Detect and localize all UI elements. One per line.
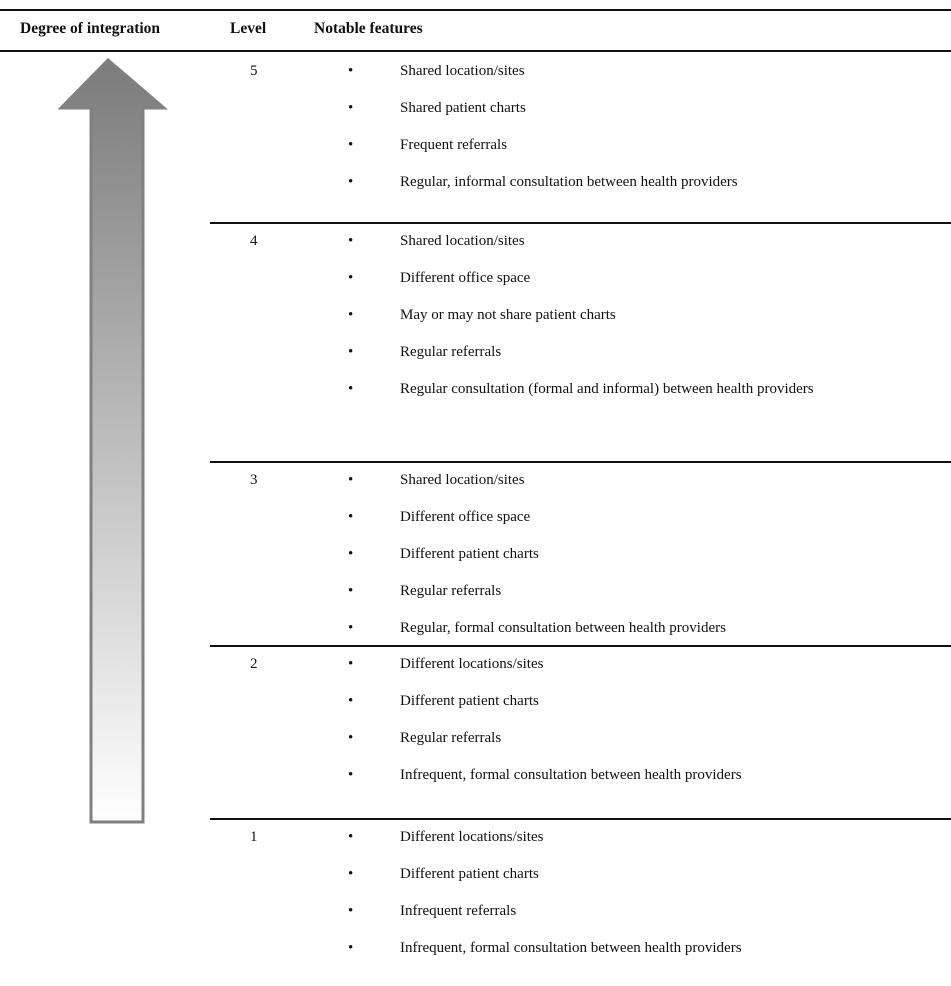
header-degree-of-integration: Degree of integration [20, 20, 161, 37]
feature-text: Regular, informal consultation between h… [400, 174, 738, 190]
bullet-icon: • [348, 381, 354, 397]
level-number: 4 [250, 233, 258, 249]
feature-text: Shared location/sites [400, 233, 525, 249]
feature-text: Shared location/sites [400, 472, 525, 488]
feature-text: Different locations/sites [400, 656, 544, 672]
feature-text: Different office space [400, 270, 531, 286]
level-number: 5 [250, 63, 258, 79]
feature-text: Different patient charts [400, 866, 539, 882]
bullet-icon: • [348, 174, 354, 190]
header-bottom-rule [0, 50, 951, 52]
feature-text: Regular, formal consultation between hea… [400, 620, 726, 636]
bullet-icon: • [348, 693, 354, 709]
level-divider-rule [210, 818, 951, 820]
level-divider-rule [210, 222, 951, 224]
feature-text: Regular consultation (formal and informa… [400, 381, 814, 397]
feature-text: Shared patient charts [400, 100, 526, 116]
bullet-icon: • [348, 866, 354, 882]
header-level: Level [230, 20, 267, 37]
bullet-icon: • [348, 730, 354, 746]
level-number: 3 [250, 472, 258, 488]
bullet-icon: • [348, 940, 354, 956]
bullet-icon: • [348, 307, 354, 323]
level-number: 1 [250, 829, 258, 845]
bullet-icon: • [348, 656, 354, 672]
bullet-icon: • [348, 903, 354, 919]
integration-arrow [57, 57, 169, 826]
feature-text: Different locations/sites [400, 829, 544, 845]
level-group-5: 5 • Shared location/sites • Shared patient c… [210, 52, 951, 220]
level-divider-rule [210, 461, 951, 463]
bullet-icon: • [348, 829, 354, 845]
header-notable-features: Notable features [314, 20, 423, 37]
bullet-icon: • [348, 344, 354, 360]
feature-text: Frequent referrals [400, 137, 508, 153]
level-group-2: 2 • Different locations/sites • Different pa… [210, 645, 951, 813]
bullet-icon: • [348, 233, 354, 249]
level-group-4: 4 • Shared location/sites • Different office… [210, 222, 951, 427]
level-group-3: 3 • Shared location/sites • Different office… [210, 461, 951, 666]
bullet-icon: • [348, 509, 354, 525]
level-group-1: 1 • Different locations/sites • Different pa… [210, 818, 951, 986]
bullet-icon: • [348, 546, 354, 562]
bullet-icon: • [348, 137, 354, 153]
up-arrow-icon [57, 57, 169, 824]
bullet-icon: • [348, 620, 354, 636]
level-number: 2 [250, 656, 258, 672]
feature-text: Regular referrals [400, 730, 502, 746]
feature-text: Different patient charts [400, 546, 539, 562]
feature-text: Infrequent, formal consultation between … [400, 767, 742, 783]
feature-text: Regular referrals [400, 344, 502, 360]
feature-text: Different patient charts [400, 693, 539, 709]
bullet-icon: • [348, 583, 354, 599]
bullet-icon: • [348, 100, 354, 116]
feature-text: Infrequent, formal consultation between … [400, 940, 742, 956]
feature-text: May or may not share patient charts [400, 307, 616, 323]
feature-text: Shared location/sites [400, 63, 525, 79]
feature-text: Different office space [400, 509, 531, 525]
feature-text: Regular referrals [400, 583, 502, 599]
table-top-rule [0, 9, 951, 11]
feature-text: Infrequent referrals [400, 903, 517, 919]
level-divider-rule [210, 645, 951, 647]
bullet-icon: • [348, 63, 354, 79]
bullet-icon: • [348, 270, 354, 286]
bullet-icon: • [348, 767, 354, 783]
bullet-icon: • [348, 472, 354, 488]
